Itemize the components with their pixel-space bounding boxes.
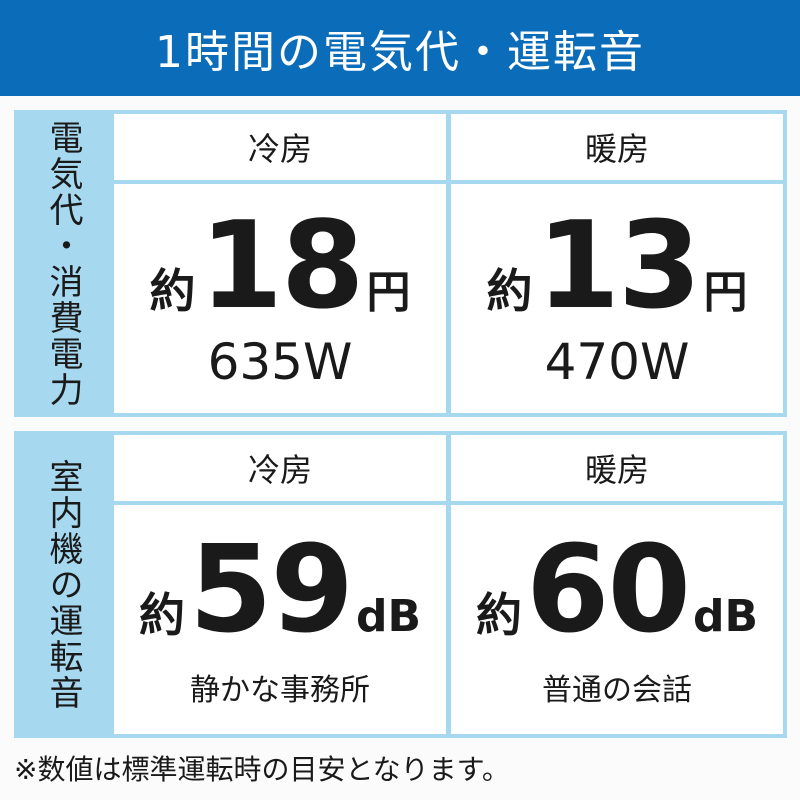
noise-value: 59	[188, 520, 354, 660]
col-header-cooling: 冷房	[114, 435, 446, 501]
noise-unit: dB	[355, 590, 422, 642]
page-title: 1時間の電気代・運転音	[0, 0, 800, 96]
noise-unit: dB	[692, 590, 759, 642]
cooling-cost-cell: 約 18 円 635W	[114, 184, 446, 413]
noise-panel: 室内機の運転音 冷房 暖房 約 59 dB 静かな事務所 約 60 dB 普通の会話	[14, 431, 787, 738]
heating-cost-cell: 約 13 円 470W	[451, 184, 783, 413]
noise-value: 60	[525, 520, 691, 660]
section-label: 電気代・消費電力	[43, 119, 83, 408]
cost-unit: 円	[703, 266, 748, 318]
power-value: 470W	[544, 332, 690, 391]
electricity-panel: 電気代・消費電力 冷房 暖房 約 18 円 635W 約 13 円 470W	[14, 110, 787, 417]
cost-unit: 円	[366, 266, 411, 318]
heating-noise-cell: 約 60 dB 普通の会話	[451, 505, 783, 734]
approx-prefix: 約	[149, 263, 196, 318]
cost-value: 13	[536, 196, 702, 336]
approx-prefix: 約	[138, 587, 185, 642]
col-header-cooling: 冷房	[114, 114, 446, 180]
noise-comparison: 静かな事務所	[190, 672, 370, 708]
col-header-heating: 暖房	[451, 114, 783, 180]
section-label: 室内機の運転音	[43, 458, 83, 711]
cost-value: 18	[199, 196, 365, 336]
cooling-noise-cell: 約 59 dB 静かな事務所	[114, 505, 446, 734]
col-header-heating: 暖房	[451, 435, 783, 501]
noise-comparison: 普通の会話	[542, 672, 692, 708]
approx-prefix: 約	[475, 587, 522, 642]
footnote: ※数値は標準運転時の目安となります。	[14, 753, 510, 786]
approx-prefix: 約	[486, 263, 533, 318]
power-value: 635W	[207, 332, 353, 391]
